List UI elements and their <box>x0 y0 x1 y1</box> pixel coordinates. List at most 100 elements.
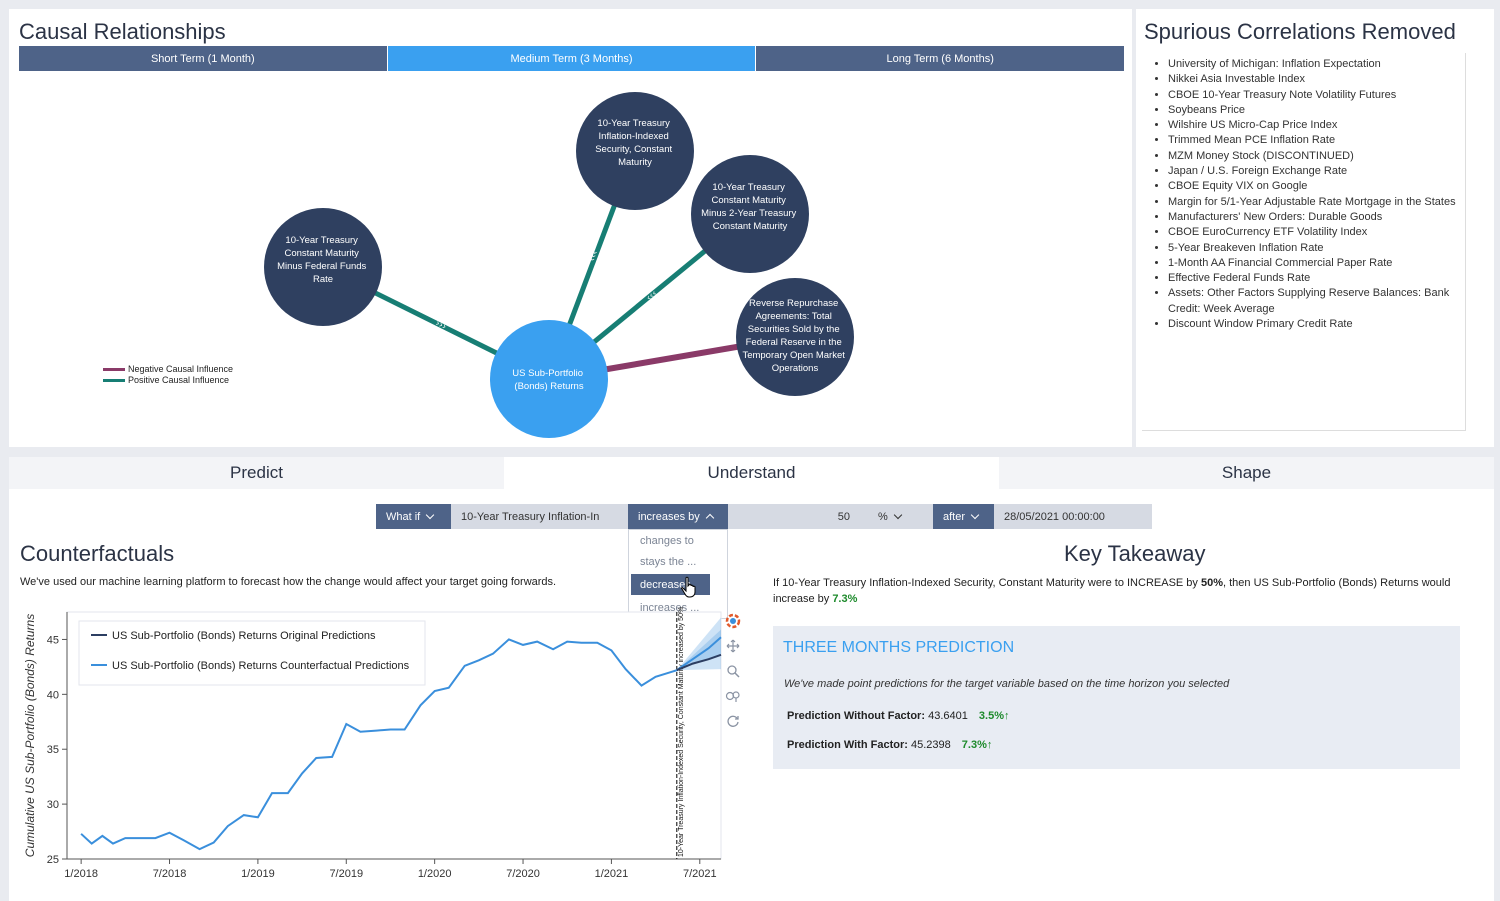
list-item: Wilshire US Micro-Cap Price Index <box>1168 118 1468 133</box>
list-item: CBOE 10-Year Treasury Note Volatility Fu… <box>1168 88 1468 103</box>
node-n4-line: Temporary Open Market <box>742 350 845 361</box>
node-n2-line: Security, Constant <box>595 144 672 155</box>
unit-value: % <box>878 510 888 523</box>
node-n3-line: 10-Year Treasury <box>712 182 785 193</box>
prediction-box: THREE MONTHS PREDICTION We've made point… <box>773 626 1460 769</box>
factor-value: 10-Year Treasury Inflation-In <box>461 510 600 523</box>
y-tick-label: 40 <box>47 689 59 701</box>
series-line <box>80 636 722 851</box>
operator-menu: changes to stays the ... decreases incre… <box>628 529 728 619</box>
negative-swatch-icon <box>103 368 125 371</box>
svg-text:10-Year Treasury Const: 10-Year Treasury Constant Maturity Minus… <box>277 235 369 285</box>
node-n4-line: Operations <box>772 363 819 374</box>
list-item: Discount Window Primary Credit Rate <box>1168 317 1468 332</box>
operator-value: increases by <box>638 510 700 523</box>
logo-icon[interactable] <box>725 612 741 629</box>
list-item: Japan / U.S. Foreign Exchange Rate <box>1168 164 1468 179</box>
chevron-down-icon <box>893 510 903 519</box>
legend-negative-label: Negative Causal Influence <box>128 364 234 374</box>
list-item: Soybeans Price <box>1168 103 1468 118</box>
pan-icon[interactable] <box>725 637 741 654</box>
date-input[interactable]: 28/05/2021 00:00:00 <box>994 504 1152 529</box>
tab-long-term[interactable]: Long Term (6 Months) <box>756 46 1125 71</box>
node-n3-line: Constant Maturity <box>711 195 786 206</box>
y-axis-label: Cumulative US Sub-Portfolio (Bonds) Retu… <box>23 614 37 857</box>
menu-item-stays-the-same[interactable]: stays the ... <box>640 555 697 568</box>
edge-arrow-icon: ‹‹‹ <box>587 249 600 263</box>
list-item: Manufacturers' New Orders: Durable Goods <box>1168 210 1468 225</box>
node-n2[interactable]: 10-Year Treasury Inflation-Indexed Secur… <box>576 92 694 210</box>
operator-dropdown[interactable]: increases by <box>628 504 728 529</box>
x-tick-label: 1/2020 <box>418 868 452 880</box>
spurious-title: Spurious Correlations Removed <box>1144 19 1456 44</box>
tab-medium-term[interactable]: Medium Term (3 Months) <box>387 46 756 71</box>
tab-predict[interactable]: Predict <box>9 457 504 489</box>
whatif-dropdown[interactable]: What if <box>376 504 451 529</box>
spurious-scroll-box[interactable] <box>1142 53 1466 431</box>
zoom-icon[interactable] <box>725 662 741 679</box>
menu-item-decreases[interactable]: decreases <box>631 574 710 595</box>
prediction-note: We've made point predictions for the tar… <box>784 678 1230 690</box>
node-n1-line: Rate <box>313 274 333 285</box>
wheel-zoom-icon[interactable] <box>725 687 741 704</box>
x-tick-label: 1/2019 <box>241 868 275 880</box>
node-target[interactable]: US Sub-Portfolio (Bonds) Returns <box>490 320 608 438</box>
prediction-with-change: 7.3%↑ <box>961 739 993 751</box>
chart-legend <box>78 620 426 686</box>
legend-label: US Sub-Portfolio (Bonds) Returns Counter… <box>112 660 410 672</box>
svg-text:Reverse Repurchase Agr: Reverse Repurchase Agreements: Total Sec… <box>742 298 847 374</box>
tab-shape[interactable]: Shape <box>999 457 1494 489</box>
reset-icon[interactable] <box>725 712 741 729</box>
prediction-with-value: 45.2398 <box>910 739 951 751</box>
node-n2-line: 10-Year Treasury <box>597 118 670 129</box>
counterfactuals-description: We've used our machine learning platform… <box>20 576 557 588</box>
node-n2-line: Inflation-Indexed <box>599 131 669 142</box>
legend-positive: Positive Causal Influence <box>103 375 233 386</box>
node-n3-line: Minus 2-Year Treasury <box>701 208 796 219</box>
node-n4-line: Agreements: Total <box>755 311 831 322</box>
list-item: Trimmed Mean PCE Inflation Rate <box>1168 133 1468 148</box>
factor-select[interactable]: 10-Year Treasury Inflation-In <box>451 504 628 529</box>
counterfactuals-title: Counterfactuals <box>20 541 175 566</box>
tab-understand[interactable]: Understand <box>504 457 999 489</box>
amount-value: 50 <box>837 510 850 523</box>
key-takeaway-text: If 10-Year Treasury Inflation-Indexed Se… <box>773 576 1473 607</box>
svg-text:10-Year Treasury Const: 10-Year Treasury Constant Maturity Minus… <box>701 182 799 232</box>
node-n1-line: 10-Year Treasury <box>285 235 358 246</box>
prediction-without-value: 43.6401 <box>928 710 968 722</box>
node-n1-line: Minus Federal Funds <box>277 261 366 272</box>
hand-cursor-icon <box>681 576 696 598</box>
list-item: University of Michigan: Inflation Expect… <box>1168 57 1468 72</box>
counterfactual-chart[interactable]: 25 30 35 40 45 1/2018 7/2018 1/2019 7/2019 1/2020… <box>19 597 724 897</box>
node-n4[interactable]: Reverse Repurchase Agreements: Total Sec… <box>736 278 854 396</box>
node-n3[interactable]: 10-Year Treasury Constant Maturity Minus… <box>691 155 809 273</box>
node-target-line: US Sub-Portfolio <box>512 368 583 379</box>
kt-sentence-a: If 10-Year Treasury Inflation-Indexed Se… <box>773 577 1201 589</box>
unit-dropdown[interactable]: % <box>878 504 933 529</box>
term-tabs: Short Term (1 Month) Medium Term (3 Mont… <box>19 46 1125 71</box>
kt-pct-change: 50% <box>1200 577 1223 589</box>
confidence-band <box>676 617 721 671</box>
causal-legend: Negative Causal Influence Positive Causa… <box>103 364 233 386</box>
date-value: 28/05/2021 00:00:00 <box>1004 510 1105 523</box>
x-tick-label: 1/2018 <box>64 868 98 880</box>
edge-arrow-icon: ‹‹‹ <box>667 343 679 355</box>
amount-input[interactable]: 50 <box>728 504 878 529</box>
svg-text:10-Year Treasury Infla: 10-Year Treasury Inflation-Indexed Secur… <box>595 118 675 168</box>
menu-item-changes-to[interactable]: changes to <box>640 534 694 547</box>
y-tick-label: 35 <box>47 744 59 756</box>
node-n4-line: Securities Sold by the <box>748 324 840 335</box>
x-tick-label: 7/2019 <box>329 868 363 880</box>
causal-title: Causal Relationships <box>19 19 226 44</box>
analysis-panel: Predict Understand Shape What if 10-Year… <box>9 457 1494 901</box>
after-dropdown[interactable]: after <box>933 504 994 529</box>
node-n2-line: Maturity <box>618 157 652 168</box>
prediction-without-row: Prediction Without Factor: 43.6401 3.5%↑ <box>787 710 1009 722</box>
menu-item-increases[interactable]: increases ... <box>640 601 700 614</box>
svg-text:US Sub-Portfolio (Bond: US Sub-Portfolio (Bonds) Returns <box>512 368 585 392</box>
list-item: Margin for 5/1-Year Adjustable Rate Mort… <box>1168 195 1468 210</box>
node-n1[interactable]: 10-Year Treasury Constant Maturity Minus… <box>264 208 382 326</box>
x-tick-label: 7/2020 <box>506 868 540 880</box>
tab-short-term[interactable]: Short Term (1 Month) <box>19 46 387 71</box>
y-tick-label: 25 <box>47 854 59 866</box>
